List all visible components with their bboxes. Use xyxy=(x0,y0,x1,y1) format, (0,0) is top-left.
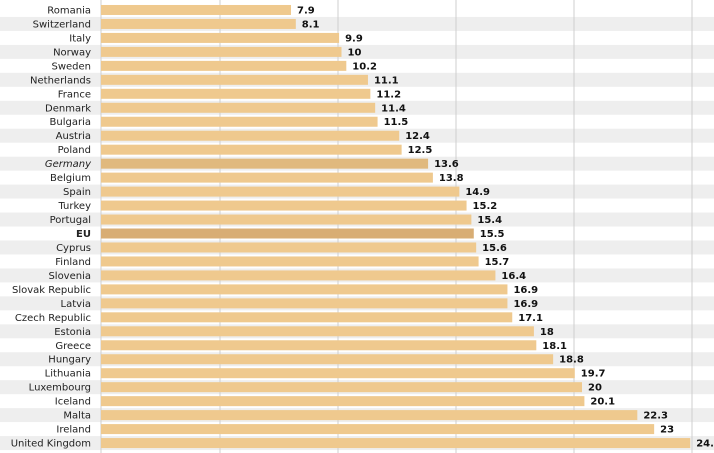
category-label: Greece xyxy=(55,341,91,352)
category-label: Finland xyxy=(55,257,91,268)
value-label: 13.8 xyxy=(439,173,464,184)
category-label: Italy xyxy=(69,33,91,44)
category-label: Turkey xyxy=(57,201,91,212)
bar xyxy=(101,214,472,225)
category-label: Ireland xyxy=(56,425,91,436)
value-label: 9.9 xyxy=(345,33,363,44)
value-label: 16.9 xyxy=(513,299,538,310)
value-label: 10.2 xyxy=(352,61,377,72)
category-label: EU xyxy=(76,229,91,240)
value-label: 16.4 xyxy=(501,271,526,282)
category-label: Lithuania xyxy=(45,369,91,380)
value-label: 18.1 xyxy=(542,341,567,352)
bar xyxy=(101,424,655,435)
value-label: 11.1 xyxy=(374,75,399,86)
category-label: Hungary xyxy=(48,355,91,366)
bar xyxy=(101,382,582,393)
value-label: 17.1 xyxy=(518,313,543,324)
bar xyxy=(101,200,467,211)
bar xyxy=(101,74,368,85)
bar xyxy=(101,270,496,281)
bar xyxy=(101,340,537,351)
category-label: Switzerland xyxy=(33,19,91,30)
value-label: 20.1 xyxy=(590,397,615,408)
value-label: 11.2 xyxy=(376,89,401,100)
value-label: 18 xyxy=(540,327,554,338)
value-label: 18.8 xyxy=(559,355,584,366)
category-label: United Kingdom xyxy=(11,439,91,450)
bar xyxy=(101,18,296,29)
bar xyxy=(101,158,429,169)
bar xyxy=(101,116,378,127)
bar xyxy=(101,102,376,113)
bar xyxy=(101,186,460,197)
category-label: Cyprus xyxy=(56,243,91,254)
value-label: 13.6 xyxy=(434,159,459,170)
bar xyxy=(101,228,474,239)
bar xyxy=(101,298,508,309)
category-label: Slovak Republic xyxy=(12,285,91,296)
category-label: Romania xyxy=(47,5,91,16)
bar xyxy=(101,46,342,57)
category-label: Luxembourg xyxy=(29,383,91,394)
bar xyxy=(101,326,534,337)
bar xyxy=(101,242,477,253)
category-label: Slovenia xyxy=(48,271,91,282)
value-label: 15.6 xyxy=(482,243,507,254)
category-label: Portugal xyxy=(50,215,91,226)
value-label: 11.4 xyxy=(381,103,406,114)
bar xyxy=(101,312,513,323)
value-label: 12.5 xyxy=(408,145,433,156)
value-label: 15.2 xyxy=(473,201,498,212)
category-label: Germany xyxy=(45,159,92,170)
category-label: France xyxy=(58,89,91,100)
value-label: 23 xyxy=(660,425,674,436)
category-label: Iceland xyxy=(55,397,91,408)
bar xyxy=(101,88,371,99)
category-label: Sweden xyxy=(51,61,91,72)
category-label: Malta xyxy=(63,411,91,422)
category-label: Latvia xyxy=(61,299,91,310)
bar xyxy=(101,144,402,155)
value-label: 10 xyxy=(348,47,362,58)
value-label: 15.5 xyxy=(480,229,505,240)
category-label: Austria xyxy=(56,131,91,142)
value-label: 20 xyxy=(588,383,602,394)
value-label: 24.5 xyxy=(696,439,714,450)
bar xyxy=(101,438,691,449)
category-label: Spain xyxy=(63,187,91,198)
category-label: Estonia xyxy=(54,327,91,338)
value-label: 16.9 xyxy=(513,285,538,296)
value-label: 19.7 xyxy=(581,369,606,380)
bar xyxy=(101,354,554,365)
category-label: Bulgaria xyxy=(50,117,91,128)
bar xyxy=(101,368,575,379)
value-label: 12.4 xyxy=(405,131,430,142)
value-label: 15.4 xyxy=(477,215,502,226)
value-label: 15.7 xyxy=(485,257,510,268)
category-label: Netherlands xyxy=(30,75,91,86)
bar xyxy=(101,410,638,421)
value-label: 14.9 xyxy=(465,187,490,198)
bar xyxy=(101,284,508,295)
bar xyxy=(101,4,291,15)
value-label: 7.9 xyxy=(297,5,315,16)
bar xyxy=(101,172,433,183)
category-label: Czech Republic xyxy=(15,313,91,324)
bar xyxy=(101,130,400,141)
bar xyxy=(101,60,347,71)
bar xyxy=(101,396,585,407)
value-label: 11.5 xyxy=(384,117,409,128)
value-label: 8.1 xyxy=(302,19,320,30)
category-label: Norway xyxy=(53,47,91,58)
category-label: Poland xyxy=(58,145,91,156)
category-label: Denmark xyxy=(45,103,91,114)
bar xyxy=(101,256,479,267)
category-label: Belgium xyxy=(50,173,91,184)
bar xyxy=(101,32,340,43)
value-label: 22.3 xyxy=(643,411,668,422)
